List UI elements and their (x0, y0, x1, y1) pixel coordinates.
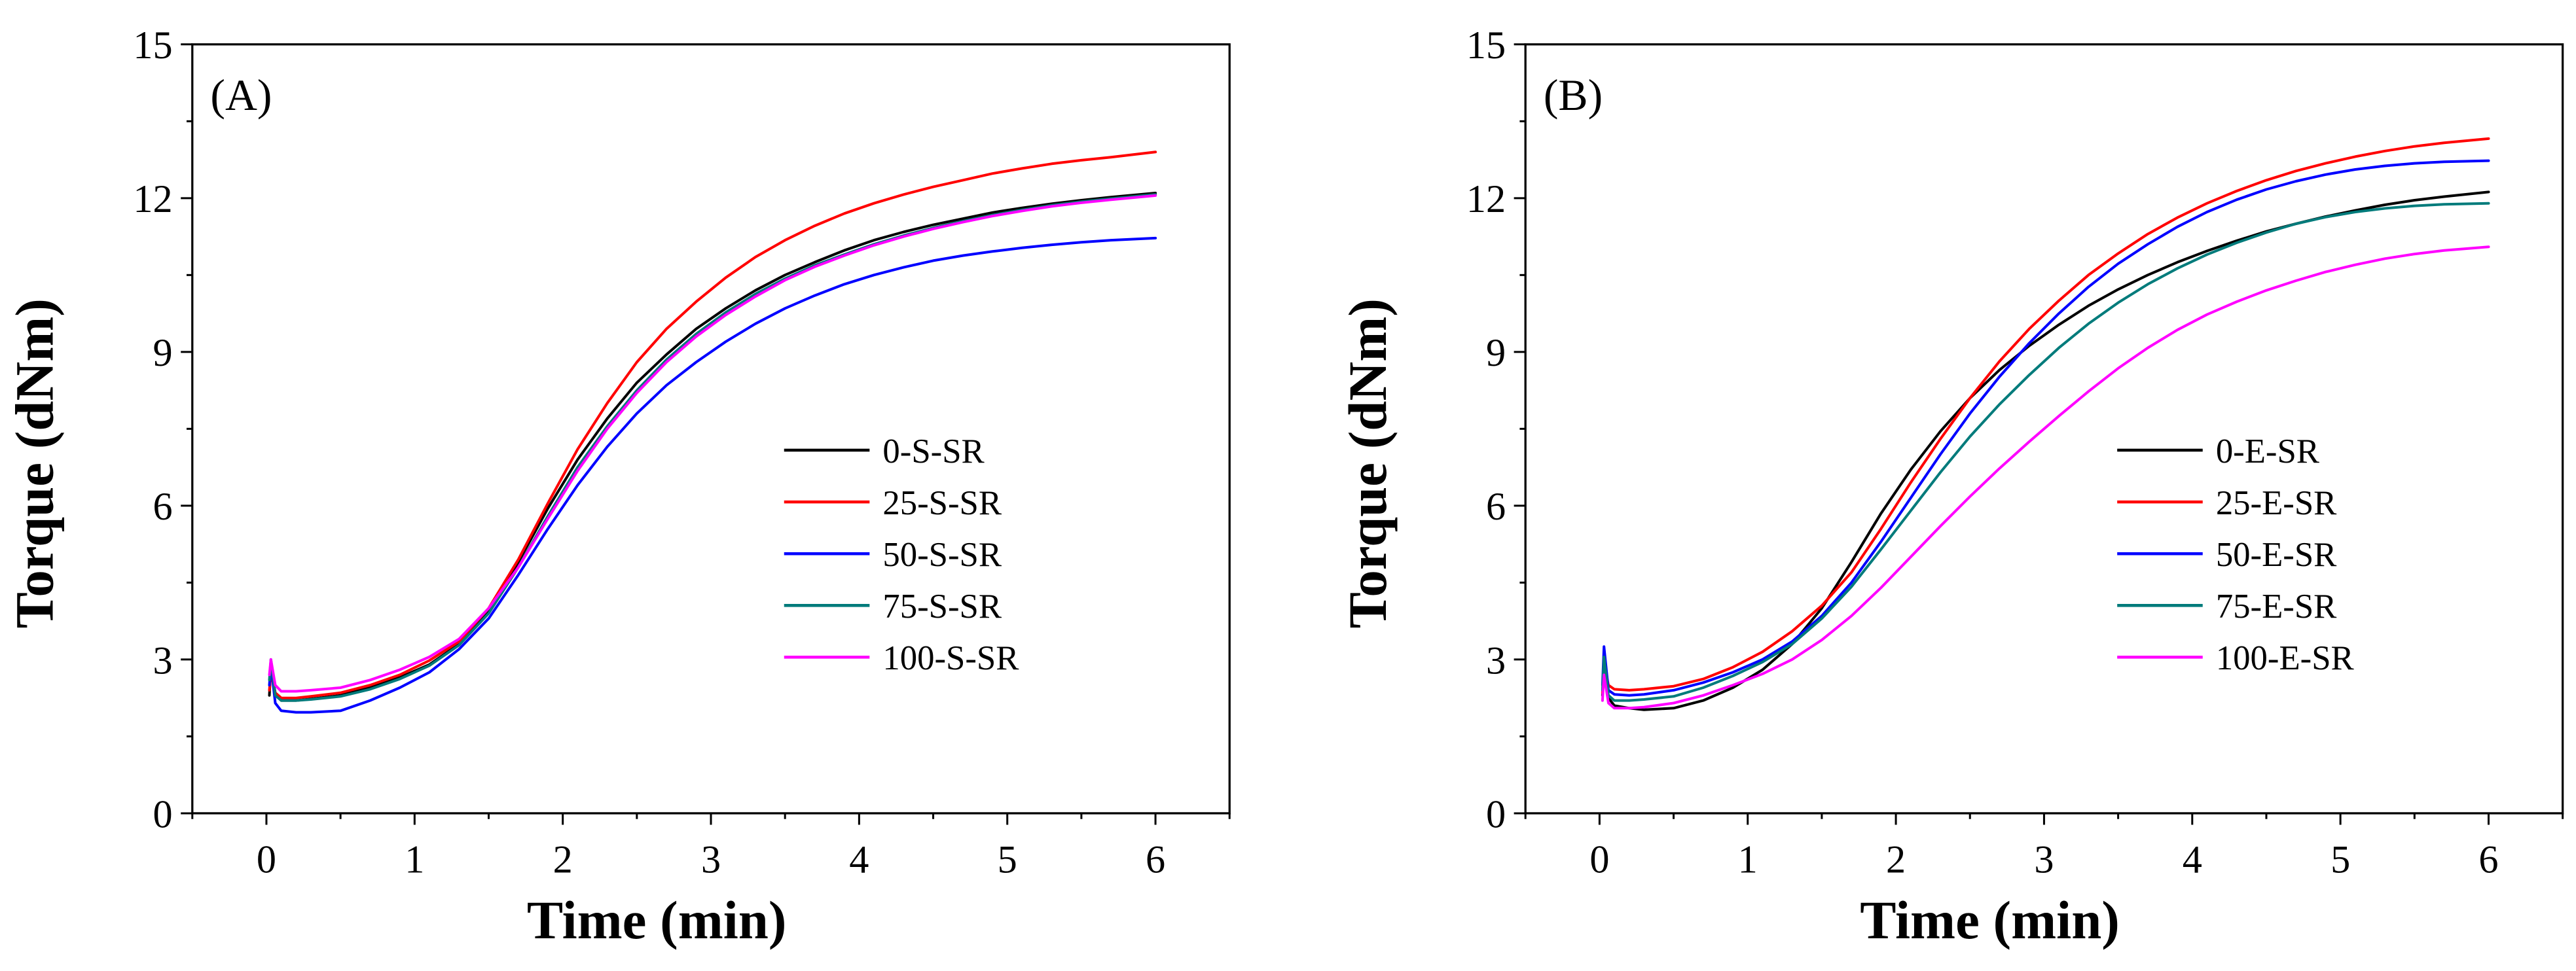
y-tick-label: 3 (153, 639, 173, 682)
y-tick-label: 9 (153, 331, 173, 375)
y-tick-label: 15 (1466, 24, 1506, 67)
y-axis-title: Torque (dNm) (1337, 298, 1398, 628)
x-tick-label: 6 (2478, 838, 2498, 881)
y-tick-label: 0 (153, 792, 173, 836)
x-tick-label: 3 (2034, 838, 2054, 881)
legend-label: 25-S-SR (882, 484, 1002, 522)
panel-label: (A) (210, 71, 272, 120)
series-line-50-e-sr (1601, 159, 2490, 697)
y-tick-label: 15 (133, 24, 172, 67)
series-line-25-e-sr (1601, 137, 2490, 694)
x-tick-label: 5 (998, 838, 1017, 881)
legend-label: 100-E-SR (2216, 639, 2355, 677)
legend-label: 75-E-SR (2216, 588, 2337, 626)
series-line-100-e-sr (1601, 245, 2490, 710)
x-axis-title: Time (min) (1860, 890, 2120, 950)
panel-label: (B) (1544, 71, 1603, 120)
legend-label: 0-S-SR (882, 433, 985, 470)
x-tick-label: 0 (257, 838, 276, 881)
legend-label: 25-E-SR (2216, 484, 2337, 522)
y-tick-label: 0 (1486, 792, 1506, 836)
x-tick-label: 4 (849, 838, 869, 881)
y-tick-label: 3 (1486, 639, 1506, 682)
x-axis-title: Time (min) (527, 890, 787, 950)
x-tick-label: 6 (1146, 838, 1165, 881)
x-tick-label: 2 (1886, 838, 1906, 881)
legend-label: 50-E-SR (2216, 536, 2337, 574)
y-tick-label: 9 (1486, 331, 1506, 375)
legend-label: 75-S-SR (882, 588, 1002, 626)
y-axis-title: Torque (dNm) (4, 298, 64, 628)
x-tick-label: 5 (2331, 838, 2350, 881)
x-tick-label: 4 (2183, 838, 2202, 881)
y-tick-label: 12 (1466, 177, 1506, 221)
legend-label: 0-E-SR (2216, 433, 2320, 470)
y-tick-label: 12 (133, 177, 172, 221)
x-tick-label: 3 (701, 838, 721, 881)
series-line-50-s-sr (268, 236, 1157, 714)
y-tick-label: 6 (153, 485, 173, 529)
y-tick-label: 6 (1486, 485, 1506, 529)
legend-label: 100-S-SR (882, 639, 1019, 677)
series-line-100-s-sr (268, 194, 1157, 693)
x-tick-label: 0 (1589, 838, 1609, 881)
legend-label: 50-S-SR (882, 536, 1002, 574)
x-tick-label: 1 (405, 838, 424, 881)
x-tick-label: 1 (1738, 838, 1758, 881)
x-tick-label: 2 (553, 838, 573, 881)
series-line-75-e-sr (1601, 202, 2490, 702)
series-line-25-s-sr (268, 150, 1157, 699)
legend: 0-E-SR 25-E-SR 50-E-SR 75-E-SR 100-E-SR (2117, 433, 2355, 677)
legend: 0-S-SR 25-S-SR 50-S-SR 75-S-SR 100-S-SR (784, 433, 1019, 677)
